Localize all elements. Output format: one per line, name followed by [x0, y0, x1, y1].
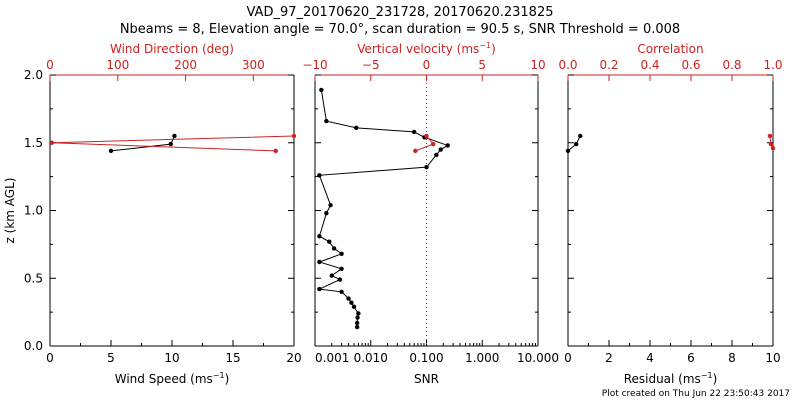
top-tick-label-residual: 1.0	[763, 58, 782, 72]
series-line-snr	[317, 89, 449, 328]
x-tick-label-residual: 0	[564, 351, 572, 365]
x-tick-label-wind: 20	[286, 351, 301, 365]
top-tick-label-wind: 300	[242, 58, 265, 72]
data-point-snr	[438, 147, 443, 152]
y-tick-label: 0.0	[24, 339, 43, 353]
chart-snr: 0.001 0.010 0.100 1.000 10.000 SNR −10 −5 0 5 10 Ve…	[302, 41, 559, 386]
data-point-snr	[346, 296, 351, 301]
data-point-snr	[434, 152, 439, 158]
top-tick-label-residual: 0.8	[722, 58, 741, 72]
x-tick-label-wind: 0	[46, 351, 54, 365]
data-point-snr	[317, 286, 322, 292]
data-point-snr	[337, 277, 343, 282]
chart-residual: 0 2 4 6 8 10 Residual (ms−1) 0.0 0.2 0.4 0.6 0.8 1.0…	[558, 42, 782, 386]
x-tick-label-wind: 15	[225, 351, 240, 365]
top-tick-label-snr: −10	[302, 58, 327, 72]
top-tick-label-snr: 5	[478, 58, 486, 72]
x-tick-label-wind: 10	[164, 351, 179, 365]
x-tick-label-wind: 5	[107, 351, 115, 365]
y-tick-label: 2.0	[24, 68, 43, 82]
x-tick-label-snr: 0.010	[354, 351, 388, 365]
x-axis-label-residual: Residual (ms−1)	[624, 371, 718, 386]
data-point-wind-direction	[273, 148, 278, 154]
data-point-wind-speed	[108, 148, 114, 154]
top-tick-label-wind: 100	[106, 58, 129, 72]
top-axis-label-residual: Correlation	[637, 42, 703, 56]
x-tick-label-residual: 4	[646, 351, 654, 365]
data-point-correlation	[767, 133, 773, 139]
series-line-wind-speed	[110, 135, 175, 152]
data-point-wind-speed	[172, 133, 177, 139]
x-tick-label-snr: 1.000	[465, 351, 499, 365]
data-point-snr	[354, 125, 359, 131]
plot-title: VAD_97_20170620_231728, 20170620.231825	[247, 5, 554, 20]
top-tick-label-wind: 0	[46, 58, 54, 72]
data-point-snr	[356, 311, 361, 316]
data-point-snr	[317, 173, 322, 178]
top-axis-label-snr: Vertical velocity (ms−1)	[357, 41, 496, 56]
top-tick-label-wind: 200	[174, 58, 197, 72]
x-axis-label-wind: Wind Speed (ms−1)	[115, 371, 230, 386]
top-tick-label-snr: 0	[423, 58, 431, 72]
top-tick-label-residual: 0.4	[640, 58, 659, 72]
x-axis-label-snr: SNR	[414, 372, 439, 386]
x-tick-label-snr: 10.000	[517, 351, 559, 365]
data-point-vertical-velocity	[424, 133, 429, 139]
data-point-snr	[354, 324, 360, 330]
x-tick-label-snr: 0.001	[315, 351, 349, 365]
data-point-wind-direction	[291, 133, 297, 139]
data-point-snr	[317, 259, 322, 265]
top-tick-label-snr: 10	[530, 58, 545, 72]
y-tick-label: 1.0	[24, 204, 43, 218]
chart-wind: 0.0 0.5 1.0 1.5 2.0 z (km AGL) 0 5 10 15 20 Wind Sp…	[3, 42, 302, 386]
x-tick-label-residual: 10	[765, 351, 780, 365]
top-tick-label-residual: 0.0	[558, 58, 577, 72]
footer-credit: Plot created on Thu Jun 22 23:50:43 2017	[602, 389, 790, 399]
data-point-snr	[339, 289, 344, 294]
data-point-snr	[351, 304, 357, 309]
data-point-snr	[411, 129, 417, 135]
top-tick-label-residual: 0.2	[599, 58, 618, 72]
data-point-snr	[354, 320, 360, 326]
data-point-vertical-velocity	[430, 141, 436, 147]
data-point-snr	[328, 202, 333, 208]
data-point-snr	[327, 239, 332, 244]
data-point-snr	[317, 234, 322, 239]
data-point-snr	[355, 315, 360, 320]
data-point-snr	[339, 251, 344, 257]
data-point-snr	[424, 164, 429, 170]
data-point-snr	[324, 118, 329, 124]
data-point-vertical-velocity	[413, 148, 418, 154]
y-tick-label: 0.5	[24, 271, 43, 285]
data-point-snr	[349, 300, 354, 305]
data-point-snr	[331, 246, 337, 251]
data-point-correlation	[768, 141, 774, 147]
data-point-snr	[329, 273, 334, 278]
x-tick-label-residual: 2	[605, 351, 613, 365]
data-point-snr	[324, 211, 329, 216]
plot-subtitle: Nbeams = 8, Elevation angle = 70.0°, sca…	[120, 22, 680, 37]
data-point-snr	[339, 266, 344, 271]
x-tick-label-residual: 8	[728, 351, 736, 365]
data-point-wind-direction	[49, 140, 55, 145]
top-tick-label-residual: 0.6	[681, 58, 700, 72]
x-tick-label-snr: 0.100	[409, 351, 443, 365]
top-tick-label-snr: −5	[362, 58, 380, 72]
data-point-correlation	[770, 145, 776, 151]
data-point-snr	[445, 143, 450, 148]
data-point-residual	[574, 141, 579, 147]
y-axis-label: z (km AGL)	[3, 178, 17, 244]
data-point-residual	[565, 148, 571, 154]
data-point-residual	[578, 133, 583, 139]
data-point-snr	[319, 87, 324, 93]
data-point-wind-speed	[168, 141, 173, 147]
top-axis-label-wind: Wind Direction (deg)	[110, 42, 234, 56]
y-tick-label: 1.5	[24, 136, 43, 150]
x-tick-label-residual: 6	[687, 351, 695, 365]
